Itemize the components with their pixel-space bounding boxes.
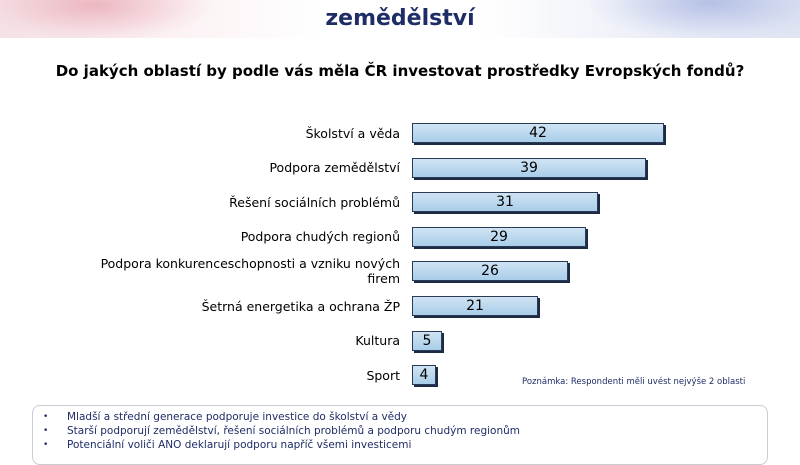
bar-chart: Školství a věda 42 Podpora zemědělství 39 Ře… [101, 123, 664, 386]
category-label-line: firem [367, 271, 400, 287]
bar-value-label: 5 [422, 332, 432, 349]
category-label: Šetrná energetika a ochrana ŽP [202, 299, 400, 314]
bar-value-label: 42 [529, 125, 547, 141]
bar: 42 [412, 123, 664, 143]
category-label: Podpora chudých regionů [241, 229, 400, 244]
bar-value-label: 39 [520, 159, 538, 176]
summary-box: Mladší a střední generace podporuje inve… [32, 405, 768, 465]
category-label-line: Šetrná energetika a ochrana ŽP [201, 298, 400, 314]
chart-question: Do jakých oblastí by podle vás měla ČR i… [55, 62, 745, 80]
bar-value-label: 4 [419, 367, 429, 384]
bar-value-label: 31 [496, 194, 514, 211]
category-label: Podpora konkurenceschopnosti a vzniku no… [101, 256, 400, 286]
bar: 26 [412, 261, 568, 282]
category-label-line: Řešení sociálních problémů [229, 194, 400, 210]
category-label: Sport [366, 368, 400, 383]
summary-list: Mladší a střední generace podporuje inve… [43, 410, 767, 452]
bar: 39 [412, 157, 646, 178]
slide-title: zemědělství [325, 6, 475, 31]
bar: 5 [412, 330, 442, 351]
bar: 21 [412, 296, 538, 316]
category-label-line: Kultura [355, 333, 400, 349]
bar-value-label: 21 [466, 298, 484, 314]
category-label: Školství a věda [306, 126, 400, 141]
summary-item: Starší podporují zemědělství, řešení soc… [43, 424, 767, 438]
category-label-line: Podpora zemědělství [269, 160, 400, 176]
bar: 31 [412, 192, 598, 213]
chart-note: Poznámka: Respondenti měli uvést nejvýše… [522, 377, 746, 387]
category-label-line: Školství a věda [305, 125, 400, 141]
category-label: Kultura [355, 333, 400, 348]
category-label-line: Podpora konkurenceschopnosti a vzniku no… [100, 256, 400, 272]
category-label-line: Podpora chudých regionů [240, 229, 400, 245]
bar: 29 [412, 226, 586, 247]
bar-value-label: 26 [481, 263, 499, 280]
header-band: zemědělství [0, 0, 800, 38]
bar-value-label: 29 [490, 228, 508, 245]
category-label-line: Sport [366, 367, 400, 383]
summary-item: Potenciální voliči ANO deklarují podporu… [43, 438, 767, 452]
category-label: Podpora zemědělství [269, 160, 400, 175]
bar: 4 [412, 365, 436, 386]
category-label: Řešení sociálních problémů [229, 195, 400, 210]
summary-item: Mladší a střední generace podporuje inve… [43, 410, 767, 424]
